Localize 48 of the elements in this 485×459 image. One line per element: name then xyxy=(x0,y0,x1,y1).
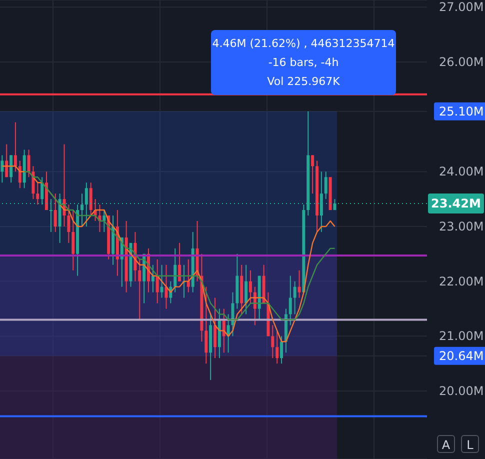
y-tick-label: 20.64M xyxy=(439,348,484,363)
candlestick xyxy=(0,154,4,184)
candlestick xyxy=(174,248,177,293)
y-tick-label: 26.00M xyxy=(439,54,484,69)
candlestick xyxy=(288,275,292,326)
y-tick-label: 23.00M xyxy=(439,219,484,234)
y-tick-label: 27.00M xyxy=(439,0,484,14)
candlestick xyxy=(160,264,164,298)
candlestick xyxy=(280,336,284,364)
candlestick xyxy=(164,264,168,310)
candlestick xyxy=(324,171,328,200)
ref-line-label: 23.42M xyxy=(431,196,481,210)
candlestick xyxy=(67,204,70,244)
y-tick-label: 22.00M xyxy=(439,274,484,288)
candlestick xyxy=(151,264,154,293)
candlestick xyxy=(36,182,40,206)
candlestick xyxy=(102,210,106,232)
candlestick xyxy=(186,258,190,293)
candlestick xyxy=(18,160,22,189)
candlestick xyxy=(244,264,248,315)
candlestick xyxy=(156,258,159,304)
candlestick xyxy=(27,149,30,178)
annotation: Vol 225.967K xyxy=(266,74,341,90)
y-tick-label: 20.00M xyxy=(439,384,484,398)
text: L xyxy=(461,435,479,453)
candlestick xyxy=(138,258,142,320)
y-tick-label: 21.00M xyxy=(439,329,484,344)
candlestick xyxy=(54,193,57,232)
candlestick xyxy=(214,297,217,359)
annotation: 4.46M (21.62%) , 446312354714 xyxy=(211,36,396,52)
candlestick xyxy=(311,154,314,194)
candlestick xyxy=(271,324,274,359)
y-tick-label: 25.10M xyxy=(439,104,484,118)
candlestick xyxy=(293,280,296,315)
candlestick xyxy=(14,122,17,172)
candlestick xyxy=(32,166,35,200)
text: A xyxy=(437,435,455,453)
candlestick xyxy=(72,210,75,271)
candlestick xyxy=(298,270,301,298)
candlestick xyxy=(178,242,182,282)
candlestick xyxy=(5,144,8,178)
y-tick-label: 24.00M xyxy=(439,164,484,179)
candlestick xyxy=(248,270,252,304)
candlestick xyxy=(276,330,279,364)
candlestick xyxy=(204,286,208,364)
candlestick xyxy=(89,182,92,216)
annotation: -16 bars, -4h xyxy=(267,55,340,71)
candlestick xyxy=(10,154,13,184)
